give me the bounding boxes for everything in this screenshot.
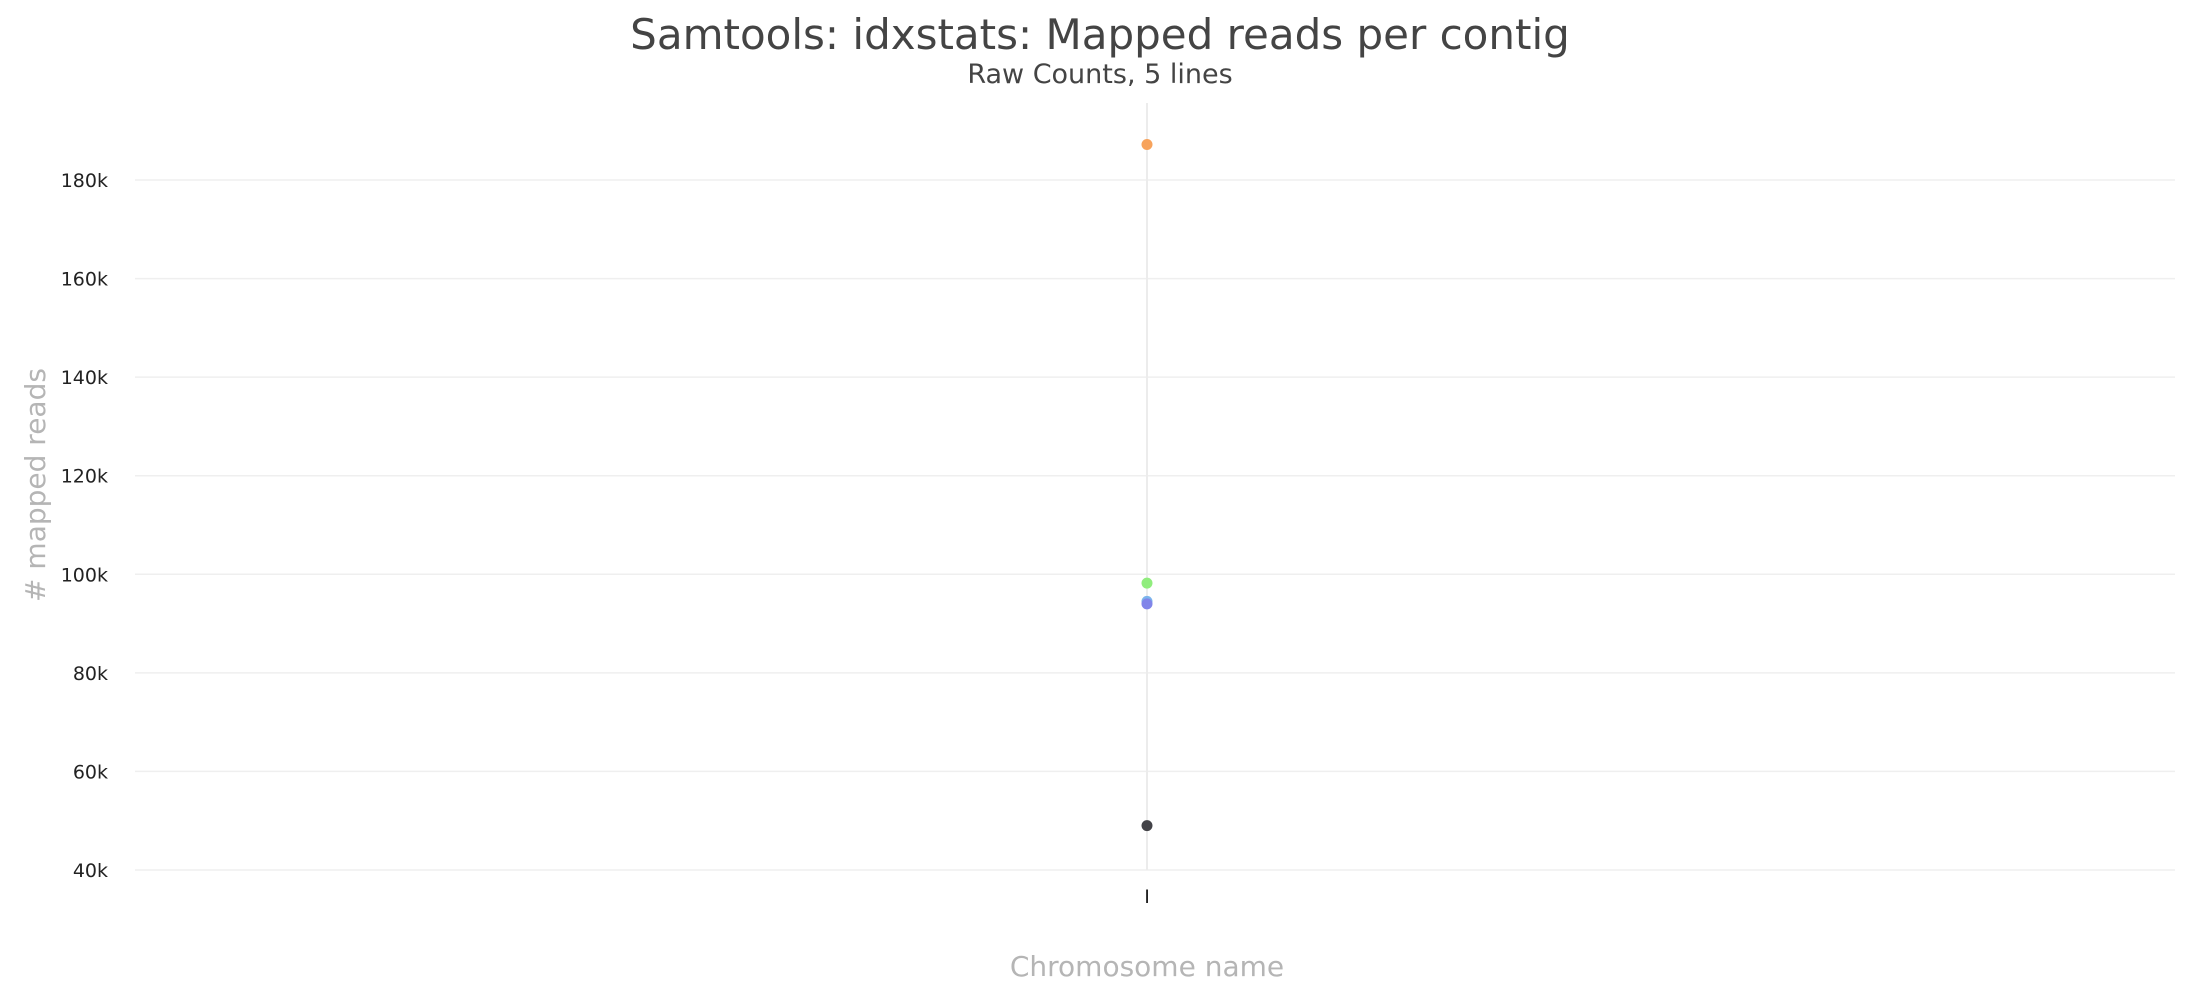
chart-title: Samtools: idxstats: Mapped reads per con… — [630, 10, 1570, 59]
y-axis-title: # mapped reads — [19, 368, 52, 602]
y-tick-label: 140k — [61, 367, 108, 389]
x-tick-label: I — [1144, 886, 1150, 908]
y-tick-label: 40k — [73, 860, 108, 882]
grid-lines — [135, 179, 2175, 871]
y-tick-label: 180k — [61, 170, 108, 192]
data-point[interactable] — [1141, 598, 1153, 610]
data-points[interactable] — [1141, 139, 1153, 832]
y-tick-label: 160k — [61, 269, 108, 291]
data-point[interactable] — [1141, 577, 1153, 589]
chart-subtitle: Raw Counts, 5 lines — [967, 59, 1233, 90]
data-point[interactable] — [1141, 820, 1153, 832]
y-tick-label: 100k — [61, 564, 108, 586]
y-tick-label: 80k — [73, 663, 108, 685]
x-tick-labels: I — [1144, 886, 1150, 908]
data-point[interactable] — [1141, 139, 1153, 151]
y-tick-label: 60k — [73, 761, 108, 783]
y-tick-label: 120k — [61, 466, 108, 488]
x-axis-title: Chromosome name — [1010, 950, 1284, 983]
y-tick-labels: 40k 60k 80k 100k 120k 140k 160k 180k — [61, 170, 108, 882]
